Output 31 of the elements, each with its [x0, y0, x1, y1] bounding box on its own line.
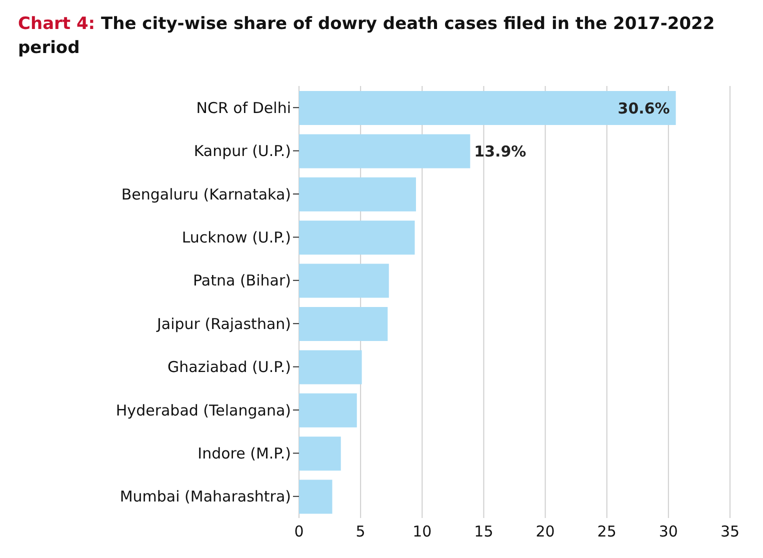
chart-title: Chart 4: The city-wise share of dowry death cases filed in the 2017-2022 period [18, 14, 715, 58]
bar [299, 264, 389, 298]
x-tick-label: 25 [597, 522, 616, 541]
bar [299, 134, 470, 168]
x-tick-label: 15 [474, 522, 494, 541]
y-tick-label: Patna (Bihar) [193, 272, 291, 290]
bar [299, 177, 416, 212]
x-tick-label: 10 [412, 522, 432, 541]
y-tick-label: NCR of Delhi [196, 98, 291, 117]
y-tick-label: Ghaziabad (U.P.) [168, 358, 291, 376]
y-tick-label: Hyderabad (Telangana) [116, 401, 291, 420]
bar [299, 480, 332, 514]
data-label: 30.6% [618, 99, 670, 118]
bar [299, 91, 676, 125]
bar [299, 393, 357, 428]
y-tick-label: Kanpur (U.P.) [194, 142, 291, 160]
bar [299, 307, 388, 341]
y-tick-label: Lucknow (U.P.) [182, 228, 291, 247]
bar [299, 220, 415, 255]
x-tick-label: 0 [294, 522, 304, 541]
x-tick-label: 5 [356, 522, 366, 541]
x-tick-label: 35 [720, 522, 740, 541]
y-tick-label: Jaipur (Rajasthan) [156, 314, 291, 333]
y-tick-label: Indore (M.P.) [198, 444, 291, 463]
y-tick-label: Bengaluru (Karnataka) [121, 185, 291, 204]
y-tick-label: Mumbai (Maharashtra) [120, 488, 291, 506]
bar [299, 436, 341, 471]
x-tick-label: 20 [536, 522, 555, 541]
bar [299, 350, 362, 384]
x-tick-label: 30 [658, 522, 678, 541]
data-label: 13.9% [474, 142, 526, 160]
